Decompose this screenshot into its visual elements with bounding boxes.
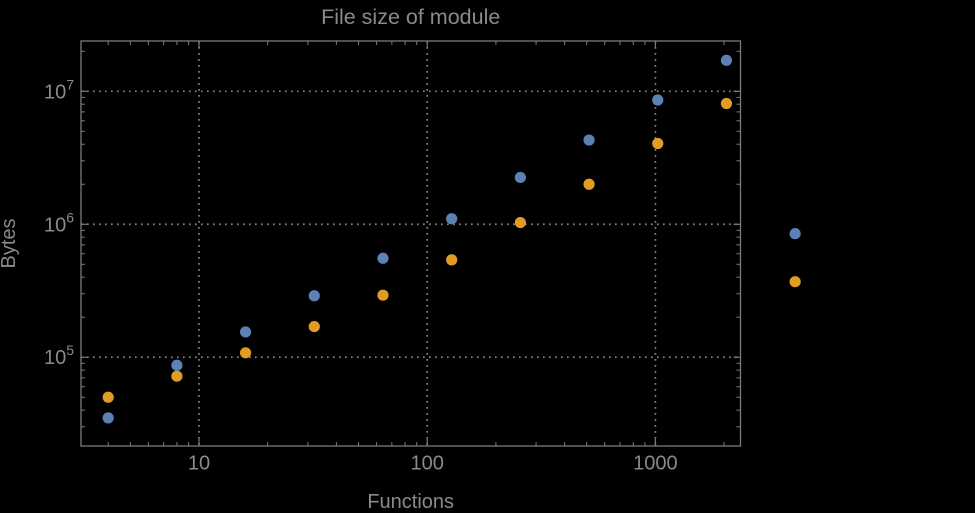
orange-series-point — [102, 391, 114, 403]
frame-rect — [80, 40, 742, 447]
blue-series-point — [720, 54, 733, 66]
orange-series-point — [239, 347, 252, 359]
orange-series-point — [652, 137, 664, 150]
ticks — [81, 41, 741, 446]
y-tick-label: 105 — [44, 342, 74, 369]
data-points — [102, 54, 801, 424]
x-axis-label: Functions — [367, 491, 454, 513]
orange-series-point — [720, 97, 733, 110]
blue-series-point — [514, 171, 526, 184]
x-tick-label: 1000 — [633, 453, 678, 475]
y-tick-label: 107 — [44, 76, 74, 103]
blue-series-point — [171, 359, 183, 371]
blue-series-point — [446, 213, 458, 225]
blue-series-point — [583, 134, 595, 146]
plot-frame — [80, 40, 742, 447]
y-tick-label: 106 — [44, 209, 74, 236]
chart-title: File size of module — [321, 5, 500, 29]
blue-series-point — [102, 412, 114, 424]
blue-series-point — [789, 228, 801, 240]
blue-series-point — [652, 94, 664, 106]
gridlines — [81, 41, 741, 446]
x-tick-label: 10 — [188, 453, 210, 475]
orange-series-point — [171, 370, 183, 382]
orange-series-point — [446, 254, 458, 266]
orange-series-point — [377, 289, 389, 301]
orange-series-point — [308, 320, 320, 333]
blue-series-point — [239, 326, 252, 338]
orange-series-point — [583, 178, 595, 190]
blue-series-point — [377, 252, 389, 264]
orange-series-point — [514, 216, 526, 229]
tick-labels: 10 100 1000 105 106 107 — [44, 76, 678, 474]
orange-series-point — [789, 276, 801, 288]
y-axis-label: Bytes — [0, 218, 20, 268]
x-tick-label: 100 — [411, 453, 444, 475]
blue-series-point — [308, 290, 320, 302]
